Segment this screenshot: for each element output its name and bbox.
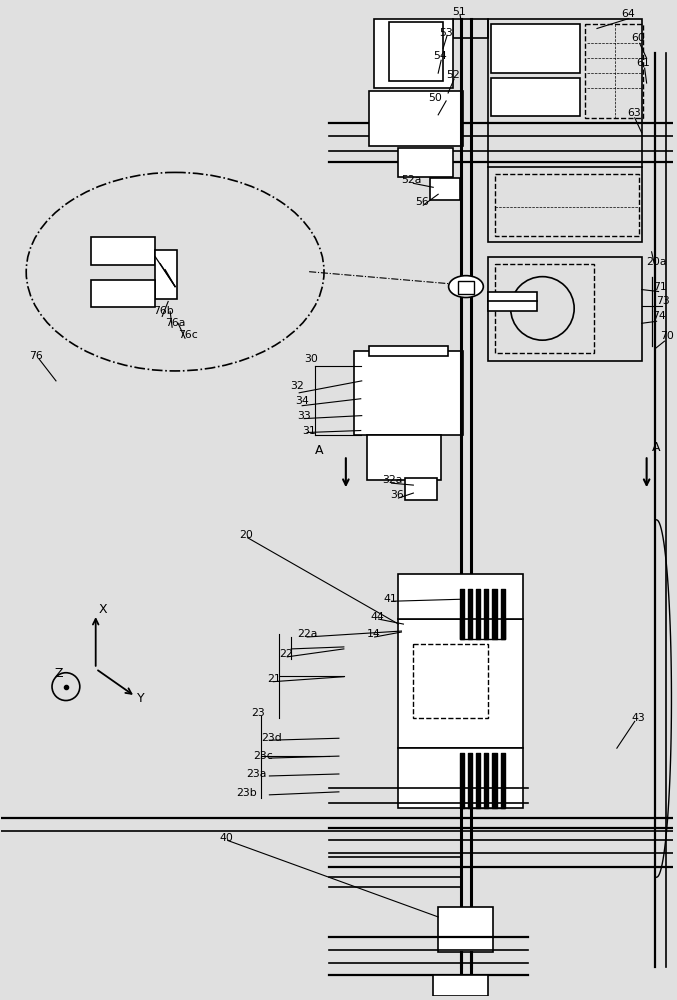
Text: 76a: 76a — [165, 318, 185, 328]
Bar — [458, 281, 474, 294]
Text: 14: 14 — [367, 629, 380, 639]
Text: 23: 23 — [252, 708, 265, 718]
Ellipse shape — [449, 276, 483, 297]
Text: 23b: 23b — [237, 788, 257, 798]
Text: 54: 54 — [433, 51, 447, 61]
Text: 61: 61 — [636, 58, 651, 68]
Bar — [406, 478, 437, 500]
Bar — [91, 280, 155, 307]
Text: 60: 60 — [632, 33, 646, 43]
Text: 51: 51 — [452, 7, 466, 17]
Bar — [369, 91, 463, 146]
Text: 32a: 32a — [383, 475, 403, 485]
Text: 76b: 76b — [153, 306, 174, 316]
Bar — [488, 292, 538, 311]
Bar — [433, 975, 488, 996]
Text: 31: 31 — [302, 426, 316, 436]
Text: 22: 22 — [280, 649, 293, 659]
Bar — [155, 250, 177, 299]
Text: 76c: 76c — [178, 330, 198, 340]
Bar — [374, 19, 453, 88]
Bar — [399, 748, 523, 808]
Bar — [91, 237, 155, 265]
Bar — [438, 907, 493, 952]
Text: 76: 76 — [29, 351, 43, 361]
Text: 30: 30 — [304, 354, 318, 364]
Bar — [488, 19, 642, 123]
Bar — [495, 264, 594, 353]
Bar — [414, 644, 488, 718]
Text: A: A — [653, 441, 661, 454]
Text: 40: 40 — [220, 833, 234, 843]
Text: 32: 32 — [290, 381, 304, 391]
Bar — [430, 178, 460, 200]
Text: 22a: 22a — [297, 629, 318, 639]
Bar — [495, 174, 638, 236]
Text: 64: 64 — [621, 9, 634, 19]
Bar — [491, 24, 580, 73]
Text: 73: 73 — [657, 296, 670, 306]
Text: 23a: 23a — [246, 769, 267, 779]
Text: 20: 20 — [240, 530, 253, 540]
Text: 53: 53 — [439, 28, 453, 38]
Bar — [399, 619, 523, 748]
Text: 50: 50 — [429, 93, 442, 103]
Text: 56: 56 — [416, 197, 429, 207]
Text: 43: 43 — [632, 713, 645, 723]
Text: 44: 44 — [371, 612, 385, 622]
Bar — [460, 753, 504, 808]
Text: 23c: 23c — [253, 751, 274, 761]
Bar — [491, 78, 580, 116]
Bar — [399, 148, 453, 177]
Bar — [453, 19, 488, 38]
Text: 63: 63 — [627, 108, 640, 118]
Text: X: X — [99, 603, 107, 616]
Bar — [585, 24, 642, 118]
Bar — [399, 574, 523, 619]
Text: 21: 21 — [267, 674, 281, 684]
Bar — [460, 589, 504, 639]
Text: 33: 33 — [297, 411, 311, 421]
Bar — [367, 435, 441, 480]
Text: 20a: 20a — [647, 257, 667, 267]
Text: 34: 34 — [295, 396, 309, 406]
Bar — [488, 257, 642, 361]
Bar — [369, 346, 448, 356]
Bar — [354, 351, 463, 435]
Text: 71: 71 — [653, 282, 668, 292]
Text: 70: 70 — [661, 331, 674, 341]
Text: A: A — [315, 444, 324, 457]
Text: Z: Z — [54, 667, 62, 680]
Text: 36: 36 — [391, 490, 404, 500]
Bar — [488, 167, 642, 242]
Text: 41: 41 — [384, 594, 397, 604]
Bar — [389, 22, 443, 81]
Text: 23d: 23d — [261, 733, 282, 743]
Text: 52: 52 — [446, 70, 460, 80]
Text: 52a: 52a — [401, 175, 422, 185]
Text: Y: Y — [137, 692, 145, 705]
Text: 74: 74 — [651, 311, 665, 321]
